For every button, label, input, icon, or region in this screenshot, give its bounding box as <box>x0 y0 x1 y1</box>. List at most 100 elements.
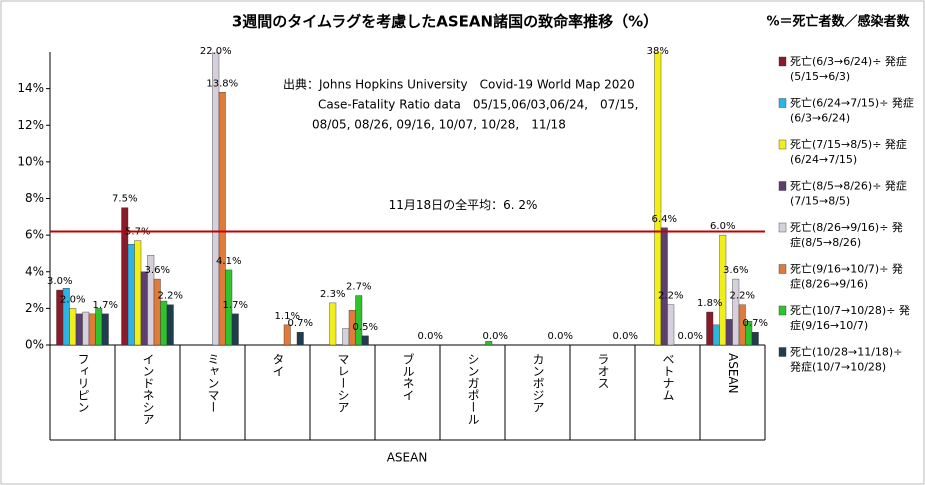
data-label: 2.3% <box>320 289 345 300</box>
bar <box>134 240 142 345</box>
bar <box>95 308 103 345</box>
bar <box>329 302 337 345</box>
legend-swatch <box>778 305 787 316</box>
data-label: 6.4% <box>652 214 677 225</box>
data-label: 1.8% <box>697 298 722 309</box>
legend-swatch <box>778 264 787 274</box>
y-tick-label: 4% <box>25 264 44 278</box>
bar <box>283 324 291 345</box>
y-tick-label: 8% <box>25 191 44 205</box>
bar <box>82 311 90 345</box>
legend-label: 死亡(7/15→8/5)÷ 発症(6/24→7/15) <box>790 137 907 166</box>
y-tick-label: 6% <box>25 228 44 242</box>
data-label: 0.5% <box>353 322 378 333</box>
legend-label: 死亡(6/24→7/15)÷ 発症(6/3→6/24) <box>790 96 914 125</box>
legend-label: 死亡(8/5→8/26)÷ 発症(7/15→8/5) <box>790 179 907 208</box>
x-tick-label: ベトナム <box>661 353 675 401</box>
legend-label: 死亡(10/28→11/18)÷発症(10/7→10/28) <box>790 345 902 374</box>
data-label: 0.0% <box>613 331 638 342</box>
data-label: 0.0% <box>418 331 443 342</box>
bar <box>127 244 135 345</box>
y-tick-label: 14% <box>17 81 44 95</box>
legend-label: 死亡(6/3→6/24)÷ 発症(5/15→6/3) <box>790 54 907 83</box>
data-label: 7.5% <box>112 194 137 205</box>
x-tick-label: ラオス <box>596 353 610 389</box>
data-label: 2.2% <box>730 291 755 302</box>
bar <box>660 227 668 345</box>
annotation: 08/05, 08/26, 09/16, 10/07, 10/28, 11/18 <box>312 118 566 132</box>
y-tick-label: 0% <box>25 338 44 352</box>
data-label: 13.8% <box>206 78 238 89</box>
bar <box>667 304 675 345</box>
x-tick-label: インドネシア <box>141 353 155 425</box>
x-tick-label: ブルネイ <box>401 352 415 401</box>
data-label: 1.7% <box>223 300 248 311</box>
bar <box>231 313 239 345</box>
data-label: 0.7% <box>743 318 768 329</box>
bar <box>140 271 148 345</box>
bar <box>69 308 77 345</box>
bar <box>712 324 720 345</box>
y-tick-label: 12% <box>17 118 44 132</box>
annotation: Case-Fatality Ratio data 05/15,06/03,06/… <box>318 98 638 112</box>
chart-title: 3週間のタイムラグを考慮したASEAN諸国の致命率推移（%） <box>232 13 658 31</box>
data-label: 6.0% <box>710 221 735 232</box>
bar <box>751 331 759 345</box>
annotation: 出典：Johns Hopkins University Covid-19 Wor… <box>283 78 635 92</box>
bar <box>296 331 304 345</box>
x-tick-label: ミャンマー <box>206 353 220 413</box>
legend-swatch <box>778 139 787 150</box>
data-label: 2.0% <box>60 294 85 305</box>
legend-swatch <box>778 56 787 67</box>
data-label: 3.0% <box>47 276 72 287</box>
legend-swatch <box>778 98 787 108</box>
data-label: 0.0% <box>678 331 703 342</box>
x-tick-label: タイ <box>271 353 285 377</box>
x-axis-label: ASEAN <box>387 451 428 465</box>
bar <box>75 313 83 345</box>
data-label: 0.7% <box>288 318 313 329</box>
data-label: 2.7% <box>346 282 371 293</box>
legend-swatch <box>778 222 787 233</box>
bar <box>88 313 96 345</box>
data-label: 2.2% <box>158 291 183 302</box>
x-tick-label: マレーシア <box>336 353 350 413</box>
legend-swatch <box>778 347 787 357</box>
bar <box>732 278 740 345</box>
y-tick-label: 2% <box>25 301 44 315</box>
subtitle: %＝死亡者数／感染者数 <box>766 14 910 30</box>
data-label: 3.6% <box>145 265 170 276</box>
bar <box>719 234 727 345</box>
legend-label: 死亡(10/7→10/28)÷ 発症(9/16→10/7) <box>790 303 910 332</box>
bars <box>56 52 759 345</box>
data-label: 1.7% <box>93 300 118 311</box>
bar <box>654 52 662 345</box>
bar <box>218 92 226 345</box>
bar <box>355 295 363 345</box>
x-tick-label: シンガポール <box>466 353 480 425</box>
data-label: 4.1% <box>216 256 241 267</box>
data-label: 38% <box>647 46 669 57</box>
bar <box>225 269 233 345</box>
bar <box>725 319 733 345</box>
bar <box>101 313 109 345</box>
data-label: 3.6% <box>723 265 748 276</box>
bar <box>706 311 714 345</box>
data-label: 2.2% <box>658 291 683 302</box>
bar <box>342 328 350 345</box>
legend-label: 死亡(8/26→9/16)÷ 発症(8/5→8/26) <box>790 220 903 249</box>
legend-swatch <box>778 181 787 191</box>
x-tick-label: フィリピン <box>76 353 90 413</box>
legend-label: 死亡(9/16→10/7)÷ 発症(8/26→9/16) <box>790 262 903 291</box>
x-tick-label: ASEAN <box>726 353 740 394</box>
data-label: 1.1% <box>275 311 300 322</box>
data-label: 22.0% <box>200 46 232 57</box>
x-tick-label: カンボジア <box>531 353 545 413</box>
bar <box>361 335 369 345</box>
bar <box>160 300 168 345</box>
reference-label: 11月18日の全平均：6. 2% <box>389 197 538 212</box>
bar <box>166 304 174 345</box>
bar <box>485 341 493 345</box>
